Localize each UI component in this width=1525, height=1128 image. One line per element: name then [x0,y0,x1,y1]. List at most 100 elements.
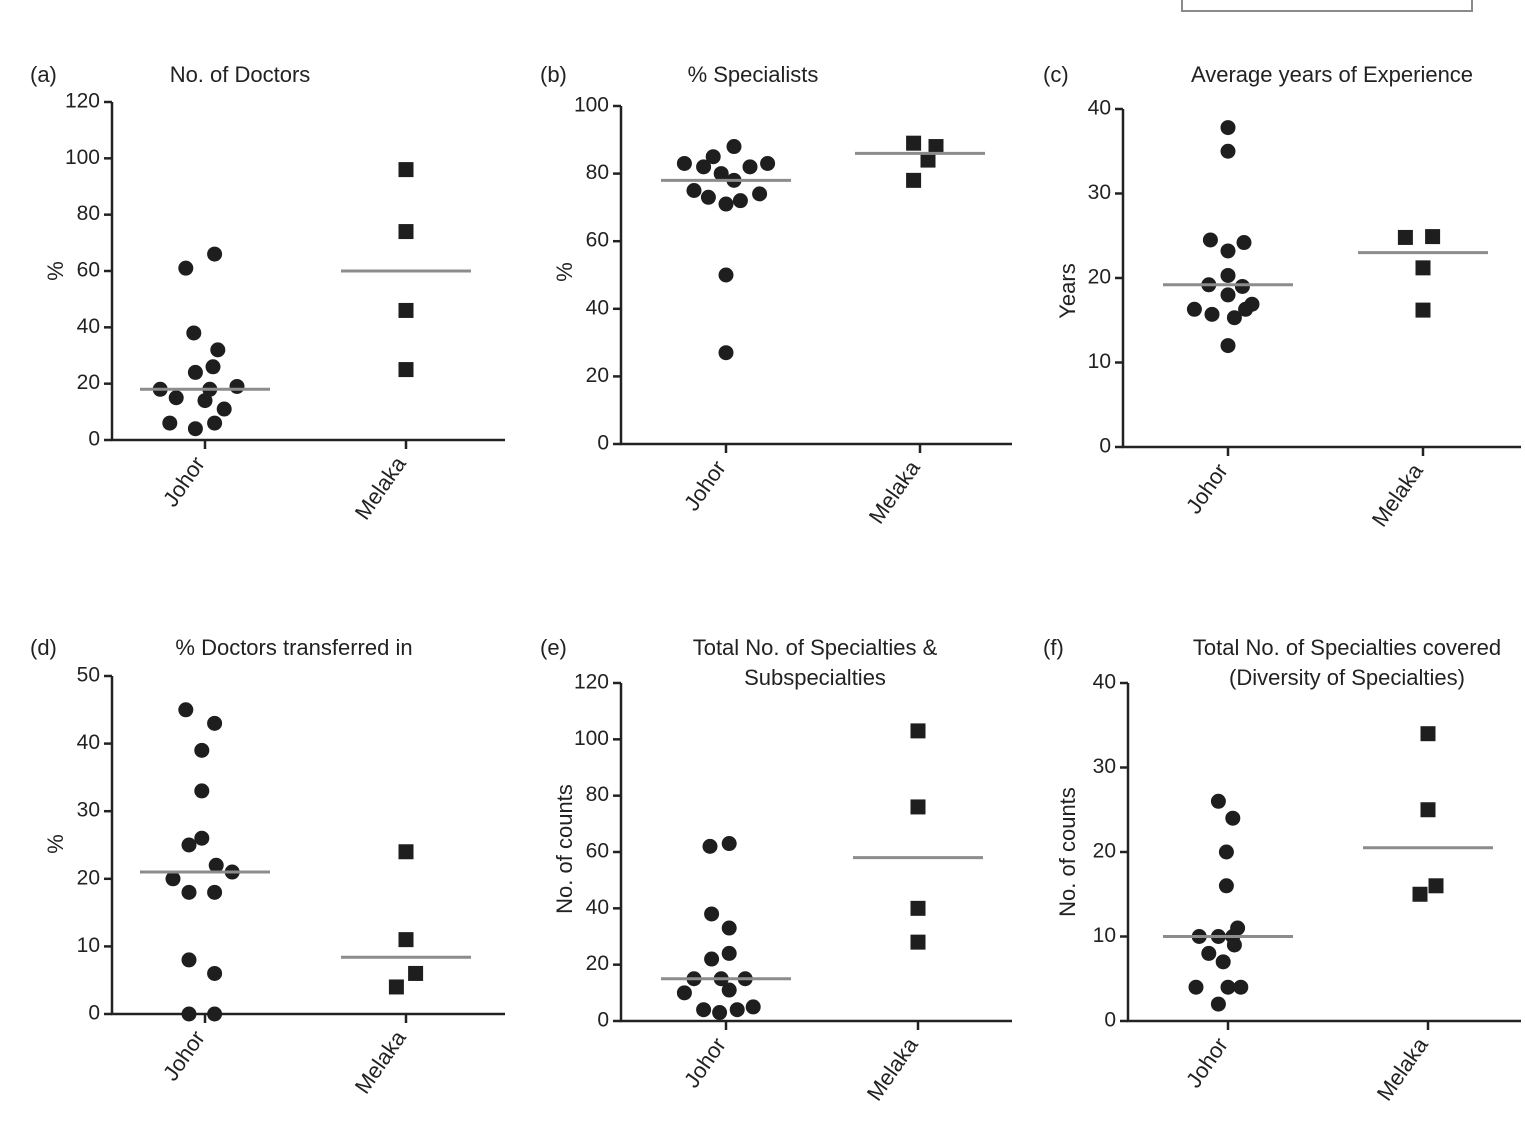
data-point-johor [1220,287,1236,303]
data-point-johor [712,1005,728,1021]
x-tick-label: Johor [679,456,731,515]
data-point-melaka [1428,878,1444,894]
data-point-johor [686,183,702,198]
data-point-johor [178,260,194,276]
y-tick-label: 20 [1093,840,1116,863]
data-point-johor [1220,338,1236,354]
data-point-johor [721,836,737,852]
data-point-melaka [906,135,922,151]
data-point-melaka [398,224,414,240]
data-point-johor [702,838,718,854]
data-point-johor [207,715,223,731]
chart-title: Subspecialties [744,665,886,690]
data-point-johor [676,155,692,171]
y-axis-label: Years [1055,263,1080,318]
data-point-johor [181,884,197,900]
data-point-melaka [388,979,404,995]
data-point-johor [1225,810,1241,826]
y-tick-label: 30 [1093,755,1116,778]
data-point-johor [162,415,178,431]
data-point-johor [1220,267,1236,283]
data-point-johor [207,415,223,431]
x-tick-label: Melaka [350,1025,412,1098]
y-tick-label: 100 [65,146,100,169]
y-tick-label: 60 [586,840,609,863]
data-point-johor [216,401,232,417]
data-point-melaka [910,799,926,815]
x-tick-label: Johor [1181,1033,1233,1092]
data-point-melaka [1415,260,1431,276]
data-point-melaka [1415,302,1431,318]
data-point-johor [194,830,210,846]
data-point-johor [1226,310,1242,326]
y-tick-label: 40 [77,731,100,754]
data-point-johor [1210,996,1226,1012]
x-tick-label: Johor [158,452,210,511]
data-point-johor [1188,979,1204,995]
chart-panel: (e) Total No. of Specialties & Subspecialt… [540,635,1012,1105]
y-tick-label: 0 [1104,1009,1116,1032]
data-point-johor [1204,306,1220,322]
data-point-johor [704,951,720,967]
y-tick-label: 10 [77,934,100,957]
y-tick-label: 40 [1088,97,1111,120]
data-point-johor [207,1006,223,1022]
y-tick-label: 100 [574,94,609,117]
data-point-johor [1226,937,1242,953]
data-point-melaka [408,965,424,981]
data-point-johor [732,193,748,209]
y-tick-label: 20 [77,371,100,394]
y-axis-label: No. of counts [1055,787,1080,917]
y-tick-label: 0 [88,1002,100,1025]
data-point-melaka [1420,726,1436,742]
data-point-melaka [910,723,926,739]
data-point-johor [205,359,221,375]
data-point-johor [752,186,768,202]
data-point-johor [187,364,203,380]
data-point-johor [181,837,197,853]
data-point-melaka [1425,229,1441,245]
x-tick-label: Melaka [350,451,412,524]
data-point-melaka [1420,802,1436,818]
data-point-johor [742,159,758,175]
x-tick-label: Melaka [864,455,926,528]
x-tick-label: Melaka [862,1032,924,1105]
data-point-johor [1215,954,1231,970]
data-point-johor [168,390,184,406]
x-tick-label: Johor [679,1033,731,1092]
chart-title: (Diversity of Specialties) [1229,665,1465,690]
chart-panel: (b) % Specialists% 0 20 40 60 80 100 Johor Melaka [540,62,1012,528]
panel-label: (a) [30,62,57,87]
data-point-johor [704,906,720,922]
panel-label: (b) [540,62,567,87]
y-tick-label: 0 [1099,435,1111,458]
data-point-johor [1238,301,1254,317]
data-point-melaka [398,844,414,860]
data-point-johor [700,189,716,205]
data-point-melaka [398,362,414,378]
data-point-johor [194,742,210,758]
chart-title: Average years of Experience [1191,62,1473,87]
data-point-johor [207,246,223,262]
x-tick-label: Johor [158,1026,210,1085]
data-point-melaka [1412,886,1428,902]
y-tick-label: 60 [77,259,100,282]
data-point-johor [721,945,737,961]
panel-label: (c) [1043,62,1069,87]
data-point-johor [1186,301,1202,317]
data-point-johor [207,884,223,900]
panel-label: (e) [540,635,567,660]
y-tick-label: 0 [88,428,100,451]
y-tick-label: 40 [586,896,609,919]
y-axis-label: % [43,261,68,281]
data-point-johor [718,267,734,283]
data-point-johor [1220,143,1236,159]
data-point-melaka [398,162,414,178]
data-point-melaka [398,302,414,318]
y-tick-label: 60 [586,229,609,252]
y-tick-label: 40 [1093,671,1116,694]
y-tick-label: 100 [574,727,609,750]
data-point-johor [1218,844,1234,860]
data-point-johor [705,149,721,165]
